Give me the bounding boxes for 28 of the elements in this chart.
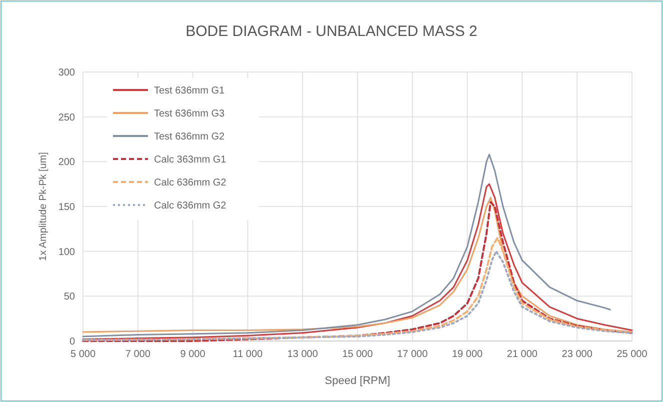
y-tick-label: 100 (58, 246, 76, 258)
x-tick-label: 9 000 (180, 349, 206, 360)
x-tick-label: 19 000 (452, 349, 484, 360)
x-axis-title: Speed [RPM] (324, 375, 390, 387)
x-tick-label: 15 000 (342, 349, 374, 360)
y-tick-label: 50 (64, 292, 76, 303)
y-tick-label: 250 (58, 112, 76, 124)
x-tick-label: 13 000 (287, 349, 318, 360)
x-tick-label: 17 000 (397, 349, 428, 360)
x-tick-label: 23 000 (562, 349, 593, 360)
legend-label: Calc 636mm G2 (154, 178, 227, 188)
x-tick-label: 7 000 (125, 349, 151, 360)
y-tick-label: 150 (58, 202, 76, 213)
x-tick-label: 11 000 (232, 349, 264, 360)
legend-label: Calc 363mm G1 (154, 154, 227, 166)
y-tick-label: 200 (58, 157, 76, 168)
legend-label: Calc 636mm G2 (154, 200, 227, 212)
legend-label: Test 636mm G3 (154, 108, 226, 120)
x-tick-label: 25 000 (616, 349, 648, 360)
y-axis-title: 1x Amplitude Pk-Pk [um] (38, 152, 49, 261)
legend-label: Test 636mm G1 (154, 86, 226, 96)
line-series (82, 154, 611, 338)
x-tick-label: 5 000 (70, 349, 96, 360)
y-tick-label: 0 (69, 336, 76, 348)
chart-title: BODE DIAGRAM - UNBALANCED MASS 2 (186, 23, 478, 40)
y-tick-label: 300 (58, 68, 76, 78)
legend-label: Test 636mm G2 (154, 132, 226, 142)
x-tick-label: 21 000 (506, 349, 538, 360)
